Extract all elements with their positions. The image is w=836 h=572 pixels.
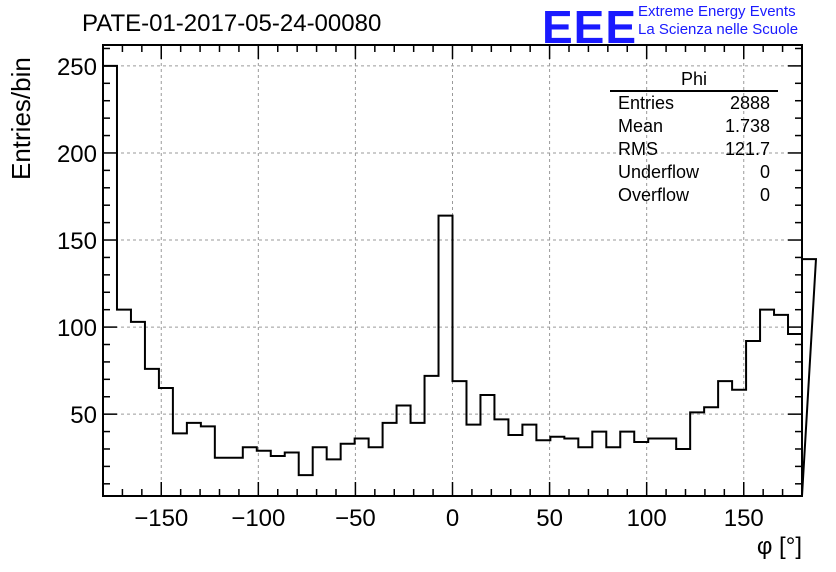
histogram-bin	[229, 458, 243, 496]
stats-value: 1.738	[724, 116, 770, 136]
stats-row-underflow: Underflow 0	[610, 161, 778, 184]
histogram-bin	[425, 376, 439, 496]
y-axis-label: Entries/bin	[6, 57, 36, 180]
histogram-bin	[187, 423, 201, 496]
stats-value: 0	[759, 185, 770, 205]
stats-row-overflow: Overflow 0	[610, 184, 778, 207]
histogram-bin	[201, 426, 215, 496]
histogram-bin	[662, 439, 676, 496]
x-tick-label: 100	[627, 505, 667, 532]
histogram-bin	[536, 440, 550, 496]
stats-row-mean: Mean 1.738	[610, 115, 778, 138]
histogram-bin	[215, 458, 229, 496]
x-tick-label: 150	[724, 505, 764, 532]
histogram-bin	[788, 334, 802, 496]
histogram-bin	[746, 341, 760, 496]
x-tick-label: 0	[446, 505, 459, 532]
histogram-bin	[494, 419, 508, 496]
stats-box: Phi Entries 2888 Mean 1.738 RMS 121.7 Under…	[610, 68, 778, 207]
plot-title: PATE-01-2017-05-24-00080	[82, 10, 382, 37]
histogram-bin	[243, 447, 257, 496]
histogram-bin	[327, 459, 341, 496]
stats-value: 121.7	[724, 139, 770, 159]
histogram-bin	[550, 437, 564, 496]
histogram-bin	[439, 216, 453, 496]
stats-row-rms: RMS 121.7	[610, 138, 778, 161]
histogram-bin	[313, 447, 327, 496]
histogram-bin	[718, 381, 732, 496]
x-tick-label: −50	[335, 505, 376, 532]
histogram-bin	[802, 259, 816, 496]
histogram-bin	[453, 381, 467, 496]
histogram-line	[102, 64, 818, 497]
histogram-bin	[578, 447, 592, 496]
histogram-bin	[299, 475, 313, 496]
histogram-bin	[606, 447, 620, 496]
histogram-bin	[411, 423, 425, 496]
logo-caption-line2: La Scienza nelle Scuole	[638, 21, 799, 38]
x-tick-label: 50	[536, 505, 563, 532]
histogram-bin	[341, 444, 355, 496]
y-tick-label: 150	[57, 228, 97, 255]
stats-row-entries: Entries 2888	[610, 92, 778, 115]
stats-value: 2888	[729, 93, 770, 113]
histogram-bin	[480, 395, 494, 496]
histogram-bin	[690, 412, 704, 496]
stats-label: Mean	[618, 116, 664, 136]
y-tick-label: 50	[70, 402, 97, 429]
stats-label: RMS	[618, 139, 658, 159]
histogram-bin	[676, 449, 690, 496]
histogram-bin	[159, 388, 173, 496]
histogram-bin	[173, 433, 187, 496]
y-tick-label: 250	[57, 54, 97, 81]
histogram-bin	[732, 390, 746, 496]
histogram-bin	[760, 310, 774, 496]
histogram-bin	[592, 432, 606, 496]
y-tick-label: 200	[57, 141, 97, 168]
histogram-bin	[145, 369, 159, 496]
x-tick-label: −150	[134, 505, 188, 532]
histogram-bin	[564, 439, 578, 496]
x-axis-label: φ [°]	[756, 533, 802, 560]
histogram-bin	[466, 425, 480, 496]
histogram-bin	[117, 310, 131, 496]
histogram-bin	[774, 315, 788, 496]
stats-value: 0	[759, 162, 770, 182]
histogram-bin	[620, 432, 634, 496]
stats-label: Entries	[618, 93, 675, 113]
histogram-bin	[131, 322, 145, 496]
x-tick-label: −100	[231, 505, 285, 532]
histogram-bin	[397, 405, 411, 496]
histogram-bin	[508, 435, 522, 496]
logo-caption-line1: Extreme Energy Events	[638, 3, 796, 20]
stats-label: Underflow	[618, 162, 700, 182]
stats-label: Overflow	[618, 185, 690, 205]
histogram-bin	[704, 407, 718, 496]
logo-caption: Extreme Energy Events La Scienza nelle S…	[638, 3, 798, 39]
y-tick-label: 100	[57, 315, 97, 342]
histogram-bin	[369, 447, 383, 496]
histogram-bin	[383, 423, 397, 496]
histogram-bin	[355, 439, 369, 496]
histogram-bin	[522, 425, 536, 496]
histogram-bin	[648, 439, 662, 496]
stats-title: Phi	[610, 68, 778, 92]
